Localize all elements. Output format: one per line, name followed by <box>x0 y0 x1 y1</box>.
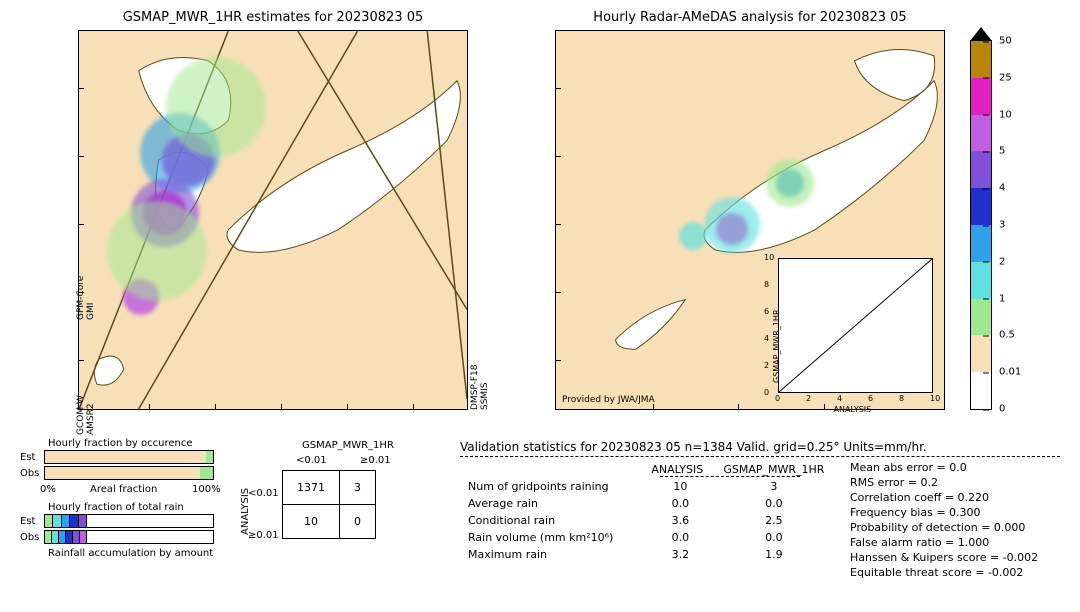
inset-svg <box>779 259 932 392</box>
contingency-table: 13713 100 <box>282 470 376 539</box>
ct-00: 1371 <box>283 471 340 505</box>
est-label-2: Est <box>20 516 35 527</box>
xm-label: Areal fraction <box>90 484 157 495</box>
colorbar-arrow-icon <box>970 26 992 45</box>
ct-r1: ≥0.01 <box>248 530 279 541</box>
sat-label: GPM-CoreGMI <box>76 276 96 320</box>
stats-subdivider <box>660 476 800 477</box>
stats-title: Validation statistics for 20230823 05 n=… <box>460 440 927 454</box>
ct-c1: ≥0.01 <box>360 455 391 466</box>
sat-label: DMSP-F18SSMIS <box>470 364 490 410</box>
ct-10: 10 <box>283 505 340 539</box>
tot-est-bar <box>44 514 214 528</box>
ct-c0: <0.01 <box>296 455 327 466</box>
stats-col2: GSMAP_MWR_1HR <box>717 462 830 477</box>
tot-obs-bar <box>44 530 214 544</box>
obs-label-2: Obs <box>20 532 39 543</box>
stats-divider <box>460 456 1060 457</box>
colorbar: 502510543210.50.010 <box>970 40 992 410</box>
ct-col-header: GSMAP_MWR_1HR <box>302 440 394 451</box>
est-label-1: Est <box>20 452 35 463</box>
x0-label: 0% <box>40 484 56 495</box>
obs-label-1: Obs <box>20 468 39 479</box>
fraction-occ-title: Hourly fraction by occurence <box>48 438 192 449</box>
occ-obs-bar <box>44 466 214 480</box>
inset-scatter <box>778 258 933 393</box>
stats-right: Mean abs error = 0.0RMS error = 0.2Corre… <box>850 460 1038 580</box>
fraction-acc-title: Rainfall accumulation by amount <box>48 548 213 559</box>
stats-col1: ANALYSIS <box>645 462 715 477</box>
right-map-title: Hourly Radar-AMeDAS analysis for 2023082… <box>555 10 945 25</box>
occ-est-bar <box>44 450 214 464</box>
fraction-tot-title: Hourly fraction of total rain <box>48 502 184 513</box>
sat-label: GCOM-WAMSR2 <box>76 395 96 435</box>
ct-01: 3 <box>340 471 376 505</box>
ct-11: 0 <box>340 505 376 539</box>
left-map-title: GSMAP_MWR_1HR estimates for 20230823 05 <box>78 10 468 25</box>
ct-r0: <0.01 <box>248 488 279 499</box>
provided-by: Provided by JWA/JMA <box>562 395 655 405</box>
left-map: 45°N40°N35°N30°N25°N125°E130°E135°E140°E… <box>78 30 468 410</box>
x1-label: 100% <box>192 484 221 495</box>
